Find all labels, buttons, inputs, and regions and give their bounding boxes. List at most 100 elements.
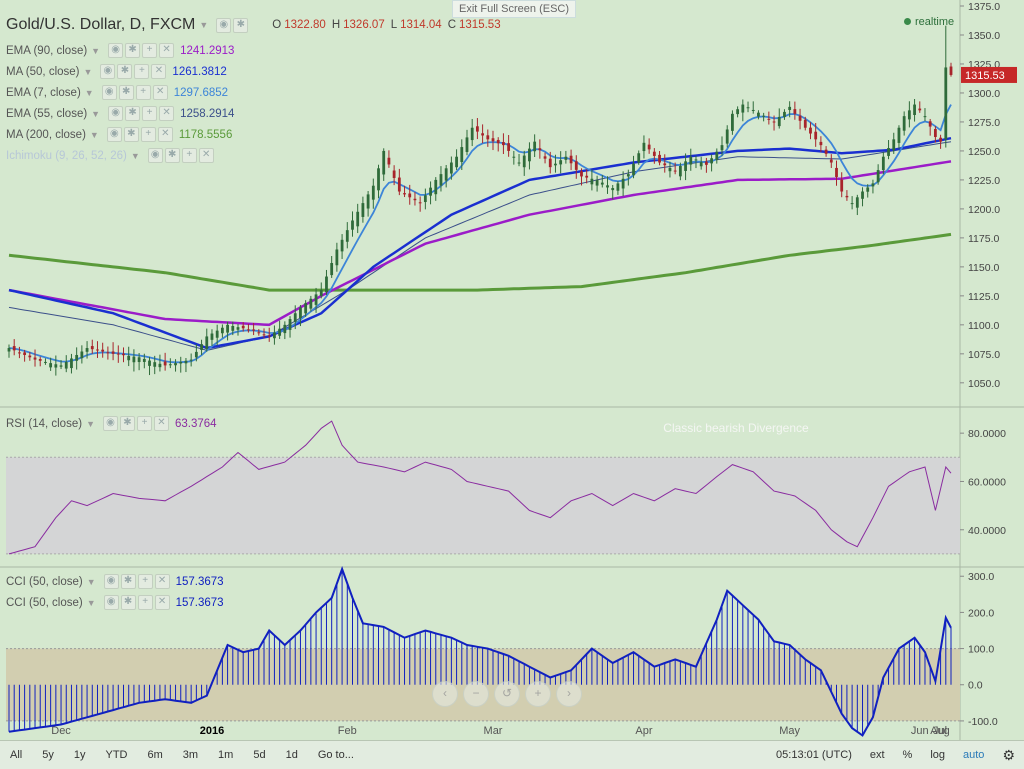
candle-body (408, 193, 412, 198)
candle-body (184, 360, 188, 364)
close-icon[interactable]: ✕ (159, 43, 175, 58)
settings-icon[interactable]: ✱ (125, 106, 141, 121)
candle (85, 341, 89, 359)
close-icon[interactable]: ✕ (154, 595, 170, 610)
add-icon[interactable]: + (136, 416, 152, 431)
eye-icon[interactable]: ◉ (100, 64, 116, 79)
chevron-down-icon[interactable]: ▼ (86, 597, 96, 608)
add-icon[interactable]: + (134, 64, 150, 79)
candle (621, 171, 625, 197)
add-icon[interactable]: + (142, 43, 158, 58)
close-icon[interactable]: ✕ (157, 127, 173, 142)
log-toggle[interactable]: log (930, 749, 946, 761)
candle (798, 108, 802, 130)
settings-icon[interactable]: ✱ (120, 595, 136, 610)
reset-icon[interactable]: ↺ (494, 681, 520, 707)
add-icon[interactable]: + (135, 85, 151, 100)
settings-icon[interactable]: ✱ (164, 148, 180, 163)
candle (647, 138, 651, 154)
timeframe-button[interactable]: 6m (147, 749, 163, 761)
close-icon[interactable]: ✕ (153, 416, 169, 431)
chevron-down-icon[interactable]: ▼ (83, 66, 93, 77)
settings-icon[interactable]: ✱ (120, 574, 136, 589)
eye-icon[interactable]: ◉ (147, 148, 163, 163)
candle (455, 149, 458, 171)
indicator-label[interactable]: Ichimoku (9, 26, 52, 26) (6, 149, 127, 162)
eye-icon[interactable]: ◉ (101, 85, 117, 100)
candle (387, 150, 391, 168)
settings-icon[interactable]: ✱ (118, 85, 134, 100)
timeframe-button[interactable]: 3m (182, 749, 199, 761)
close-icon[interactable]: ✕ (159, 106, 175, 121)
candle (215, 324, 219, 346)
chevron-down-icon[interactable]: ▼ (130, 150, 140, 161)
settings-icon[interactable]: ✱ (123, 127, 139, 142)
candle-body (278, 328, 282, 336)
timeframe-button[interactable]: YTD (105, 749, 128, 761)
candle-body (75, 354, 79, 361)
timeframe-button[interactable]: Go to... (317, 749, 354, 761)
auto-toggle[interactable]: auto (963, 749, 985, 761)
eye-icon[interactable]: ◉ (103, 574, 119, 589)
candle-body (314, 294, 318, 305)
zoom-in-icon[interactable]: + (525, 681, 551, 707)
timeframe-button[interactable]: 1y (73, 749, 86, 761)
rsi-label[interactable]: RSI (14, close) (6, 417, 83, 430)
add-icon[interactable]: + (140, 127, 156, 142)
rsi-band (6, 457, 960, 554)
eye-icon[interactable]: ◉ (216, 17, 232, 33)
candle (809, 122, 812, 140)
settings-icon[interactable]: ✱ (125, 43, 141, 58)
percent-toggle[interactable]: % (902, 749, 913, 761)
cci-label[interactable]: CCI (50, close) (6, 575, 83, 588)
eye-icon[interactable]: ◉ (108, 106, 124, 121)
candle-body (319, 290, 323, 296)
gear-icon[interactable]: ⚙ (1002, 746, 1015, 763)
indicator-label[interactable]: EMA (55, close) (6, 107, 88, 120)
close-icon[interactable]: ✕ (154, 574, 170, 589)
eye-icon[interactable]: ◉ (108, 43, 124, 58)
add-icon[interactable]: + (137, 574, 153, 589)
ext-toggle[interactable]: ext (869, 749, 885, 761)
close-icon[interactable]: ✕ (198, 148, 214, 163)
chevron-down-icon[interactable]: ▼ (91, 108, 101, 119)
settings-icon[interactable]: ✱ (119, 416, 135, 431)
scroll-right-icon[interactable]: › (556, 681, 582, 707)
eye-icon[interactable]: ◉ (102, 416, 118, 431)
close-icon[interactable]: ✕ (151, 64, 167, 79)
add-icon[interactable]: + (181, 148, 197, 163)
timeframe-button[interactable]: 5d (253, 749, 266, 761)
chevron-down-icon[interactable]: ▼ (199, 20, 209, 30)
candle-body (132, 356, 136, 363)
close-icon[interactable]: ✕ (152, 85, 168, 100)
indicator-label[interactable]: MA (50, close) (6, 65, 80, 78)
chevron-down-icon[interactable]: ▼ (84, 87, 94, 98)
indicator-label[interactable]: MA (200, close) (6, 128, 86, 141)
add-icon[interactable]: + (142, 106, 158, 121)
timeframe-button[interactable]: 1d (285, 749, 298, 761)
settings-icon[interactable]: ✱ (233, 17, 249, 33)
add-icon[interactable]: + (137, 595, 153, 610)
indicator-label[interactable]: EMA (90, close) (6, 44, 88, 57)
eye-icon[interactable]: ◉ (106, 127, 122, 142)
cci-pane-header: CCI (50, close) ▼ ◉ ✱ + ✕ 157.3673 CCI (50, clo… (6, 571, 224, 613)
chevron-down-icon[interactable]: ▼ (91, 45, 101, 56)
indicator-label[interactable]: EMA (7, close) (6, 86, 81, 99)
timeframe-button[interactable]: 5y (42, 749, 54, 761)
cci-label[interactable]: CCI (50, close) (6, 596, 83, 609)
scroll-left-icon[interactable]: ‹ (432, 681, 458, 707)
zoom-out-icon[interactable]: − (463, 681, 489, 707)
candle (887, 140, 890, 160)
timeframe-button[interactable]: All (10, 749, 23, 761)
settings-icon[interactable]: ✱ (117, 64, 133, 79)
eye-icon[interactable]: ◉ (103, 595, 119, 610)
timeframe-button[interactable]: 1m (218, 749, 234, 761)
chevron-down-icon[interactable]: ▼ (86, 418, 95, 429)
exit-fullscreen-tooltip[interactable]: Exit Full Screen (ESC) (452, 0, 577, 18)
chevron-down-icon[interactable]: ▼ (89, 129, 99, 140)
symbol-title[interactable]: Gold/U.S. Dollar, D, FXCM (6, 16, 196, 33)
chevron-down-icon[interactable]: ▼ (86, 576, 96, 587)
candle (293, 305, 297, 330)
